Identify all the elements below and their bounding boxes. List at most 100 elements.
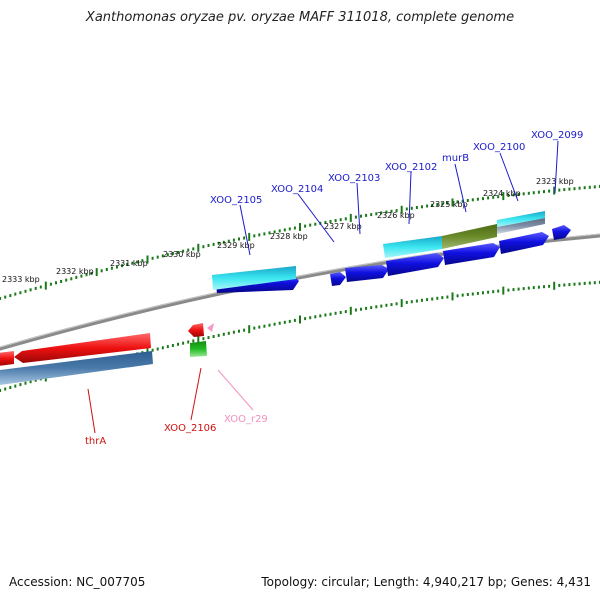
scale-tick-minor: [573, 187, 576, 191]
scale-tick-minor: [497, 289, 500, 293]
scale-tick-minor: [243, 236, 246, 240]
scale-tick-minor: [487, 290, 490, 294]
scale-tick-minor: [29, 288, 32, 292]
scale-tick-minor: [161, 346, 164, 350]
scale-tick-minor: [0, 297, 2, 300]
scale-tick-minor: [49, 282, 52, 286]
scale-tick-minor: [24, 381, 27, 385]
gene-label-xoo-2106: XOO_2106: [164, 423, 216, 434]
gene-label-xoo-2100: XOO_2100: [473, 142, 525, 153]
scale-tick-minor: [431, 203, 434, 207]
scale-tick-minor: [410, 300, 413, 304]
scale-tick-minor: [482, 197, 484, 201]
scale-tick-minor: [90, 271, 93, 275]
scale-tick-minor: [471, 292, 474, 296]
scale-tick-minor: [461, 199, 464, 203]
scale-tick-minor: [4, 295, 7, 299]
scale-tick-minor: [253, 234, 256, 238]
scale-tick-minor: [258, 233, 261, 237]
scale-tick-minor: [487, 196, 490, 200]
scale-tick-minor: [283, 228, 286, 232]
scale-tick-minor: [568, 283, 571, 287]
scale-tick-minor: [4, 387, 7, 391]
gene-arrow-xoo-2103: [345, 265, 389, 282]
scale-tick-minor: [598, 280, 600, 284]
scale-tick-minor: [288, 227, 291, 231]
scale-tick-minor: [344, 310, 347, 314]
scale-tick-minor: [339, 311, 342, 314]
scale-tick-minor: [476, 291, 479, 295]
gene-bar-steel: [0, 351, 153, 385]
gene-label-xoo-2104: XOO_2104: [271, 184, 323, 195]
scale-tick-minor: [207, 336, 210, 340]
gene-arrow-xoo-2102: [386, 253, 444, 276]
scale-tick-minor: [385, 303, 388, 307]
scale-tick-minor: [512, 193, 515, 197]
scale-tick-minor: [517, 192, 520, 196]
scale-tick-major: [146, 255, 149, 264]
scale-label: 2333 kbp: [2, 275, 40, 284]
scale-tick-minor: [588, 281, 591, 285]
scale-tick-minor: [558, 283, 561, 287]
scale-tick-minor: [593, 185, 596, 189]
gene-bar-olive: [442, 224, 497, 249]
scale-tick-minor: [278, 321, 281, 325]
scale-tick-minor: [24, 289, 27, 293]
scale-tick-minor: [354, 308, 357, 312]
scale-tick-major: [146, 347, 149, 356]
scale-tick-major: [197, 243, 200, 252]
gene-label-xoo-2103: XOO_2103: [328, 173, 380, 184]
scale-tick-minor: [182, 249, 185, 253]
scale-tick-minor: [329, 220, 332, 223]
scale-tick-minor: [431, 297, 434, 301]
gene-arrow-xoo-2104: [330, 272, 346, 286]
gene-bar-cyan-right: [497, 211, 545, 227]
scale-tick-minor: [537, 190, 540, 194]
scale-tick-minor: [105, 268, 108, 271]
scale-tick-minor: [466, 199, 469, 202]
scale-tick-minor: [100, 269, 103, 273]
scale-tick-major: [400, 299, 403, 308]
gene-arrow-murb: [443, 243, 500, 265]
scale-tick-major: [349, 306, 352, 315]
map-title: Xanthomonas oryzae pv. oryzae MAFF 31101…: [85, 10, 515, 25]
scale-tick-minor: [141, 259, 144, 263]
gene-arrow-xoo-2099: [552, 225, 571, 240]
scale-tick-minor: [334, 219, 337, 223]
scale-tick-minor: [253, 326, 256, 330]
scale-tick-minor: [136, 260, 139, 264]
scale-tick-minor: [573, 282, 576, 286]
scale-tick-minor: [370, 213, 373, 217]
scale-tick-minor: [9, 386, 12, 389]
scale-tick-major: [451, 198, 454, 207]
scale-tick-minor: [70, 277, 73, 281]
scale-tick-minor: [415, 299, 418, 303]
scale-tick-minor: [492, 290, 495, 294]
scale-tick-minor: [344, 217, 347, 221]
scale-tick-major: [502, 286, 505, 295]
scale-tick-minor: [192, 247, 195, 251]
scale-tick-minor: [476, 197, 479, 201]
scale-tick-minor: [121, 264, 124, 268]
scale-tick-minor: [227, 239, 230, 243]
scale-tick-minor: [314, 222, 317, 226]
scale-tick-minor: [436, 203, 439, 207]
scale-tick-minor: [492, 195, 495, 199]
scale-label: 2325 kbp: [430, 200, 468, 209]
scale-tick-minor: [187, 248, 190, 252]
scale-tick-minor: [314, 315, 317, 319]
scale-tick-minor: [324, 313, 327, 317]
scale-tick-major: [502, 192, 505, 201]
scale-tick-minor: [415, 206, 418, 209]
scale-tick-minor: [151, 256, 154, 260]
scale-tick-minor: [522, 192, 525, 196]
scale-tick-minor: [563, 283, 566, 287]
scale-tick-minor: [217, 241, 220, 245]
gene-arrow-xoo-2100: [499, 232, 549, 254]
scale-tick-minor: [29, 380, 32, 384]
scale-tick-minor: [441, 202, 444, 206]
scale-tick-minor: [568, 187, 571, 191]
scale-tick-minor: [405, 207, 408, 211]
scale-tick-minor: [110, 266, 113, 270]
scale-tick-major: [248, 232, 251, 241]
